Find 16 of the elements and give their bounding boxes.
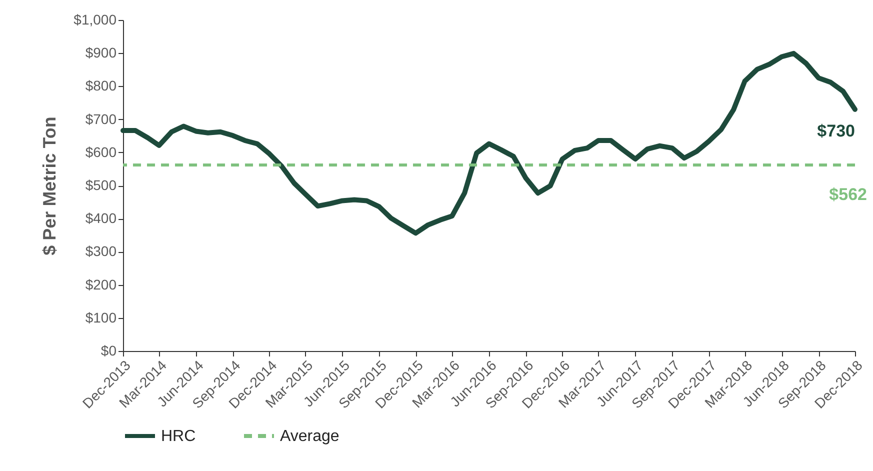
y-tick-label: $900 [85, 44, 117, 61]
y-tick-label: $700 [85, 110, 117, 127]
legend-label: HRC [161, 428, 196, 445]
annotation: $730 [817, 121, 855, 140]
y-tick-label: $500 [85, 177, 117, 193]
y-tick-label: $600 [85, 144, 117, 160]
y-tick-label: $0 [100, 342, 117, 358]
y-axis-title: $ Per Metric Ton [40, 116, 60, 256]
y-tick-label: $300 [85, 243, 117, 260]
y-tick-label: $200 [85, 276, 117, 292]
legend-label: Average [280, 428, 340, 445]
y-tick-label: $800 [85, 78, 117, 94]
y-tick-label: $100 [85, 309, 117, 326]
y-tick-label: $400 [85, 210, 117, 226]
y-tick-label: $1,000 [74, 12, 117, 28]
annotation: $562 [829, 184, 867, 204]
